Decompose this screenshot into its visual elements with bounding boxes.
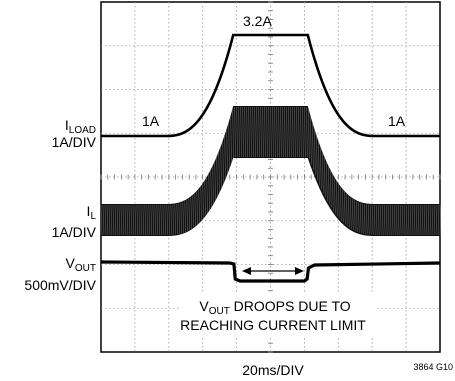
iload-level-peak: 3.2A xyxy=(243,13,272,29)
annotation-droops: DROOPS DUE TO xyxy=(230,298,351,314)
vout-trace xyxy=(100,260,441,283)
annotation-v: V xyxy=(199,298,209,314)
annotation-line2: REACHING CURRENT LIMIT xyxy=(180,317,366,333)
iload-level-left: 1A xyxy=(142,113,160,129)
iload-trace xyxy=(101,33,440,138)
il-label-sub: L xyxy=(90,211,96,222)
iload-scale-label: 1A/DIV xyxy=(52,134,97,150)
x-axis-label: 20ms/DIV xyxy=(242,362,304,378)
il-scale-label: 1A/DIV xyxy=(52,224,97,240)
annotation-line1: VOUT DROOPS DUE TO xyxy=(199,298,350,317)
il-ripple-lines xyxy=(100,106,442,236)
il-ripple-band xyxy=(101,106,440,236)
il-label-main: I xyxy=(87,203,91,219)
iload-channel-label: ILOAD xyxy=(65,117,96,136)
droop-arrow xyxy=(242,267,304,275)
traces xyxy=(100,33,442,283)
il-channel-label: IL xyxy=(87,203,97,222)
figure-id: 3864 G10 xyxy=(413,362,453,372)
annotation-backdrop xyxy=(180,294,376,336)
iload-level-right: 1A xyxy=(388,113,406,129)
vout-scale-label: 500mV/DIV xyxy=(24,277,96,293)
vout-label-sub: OUT xyxy=(75,263,96,274)
vout-label-main: V xyxy=(66,255,76,271)
annotation-out-sub: OUT xyxy=(209,306,230,317)
vout-channel-label: VOUT xyxy=(66,255,96,274)
iload-label-main: I xyxy=(65,117,69,133)
iload-label-sub: LOAD xyxy=(69,125,96,136)
